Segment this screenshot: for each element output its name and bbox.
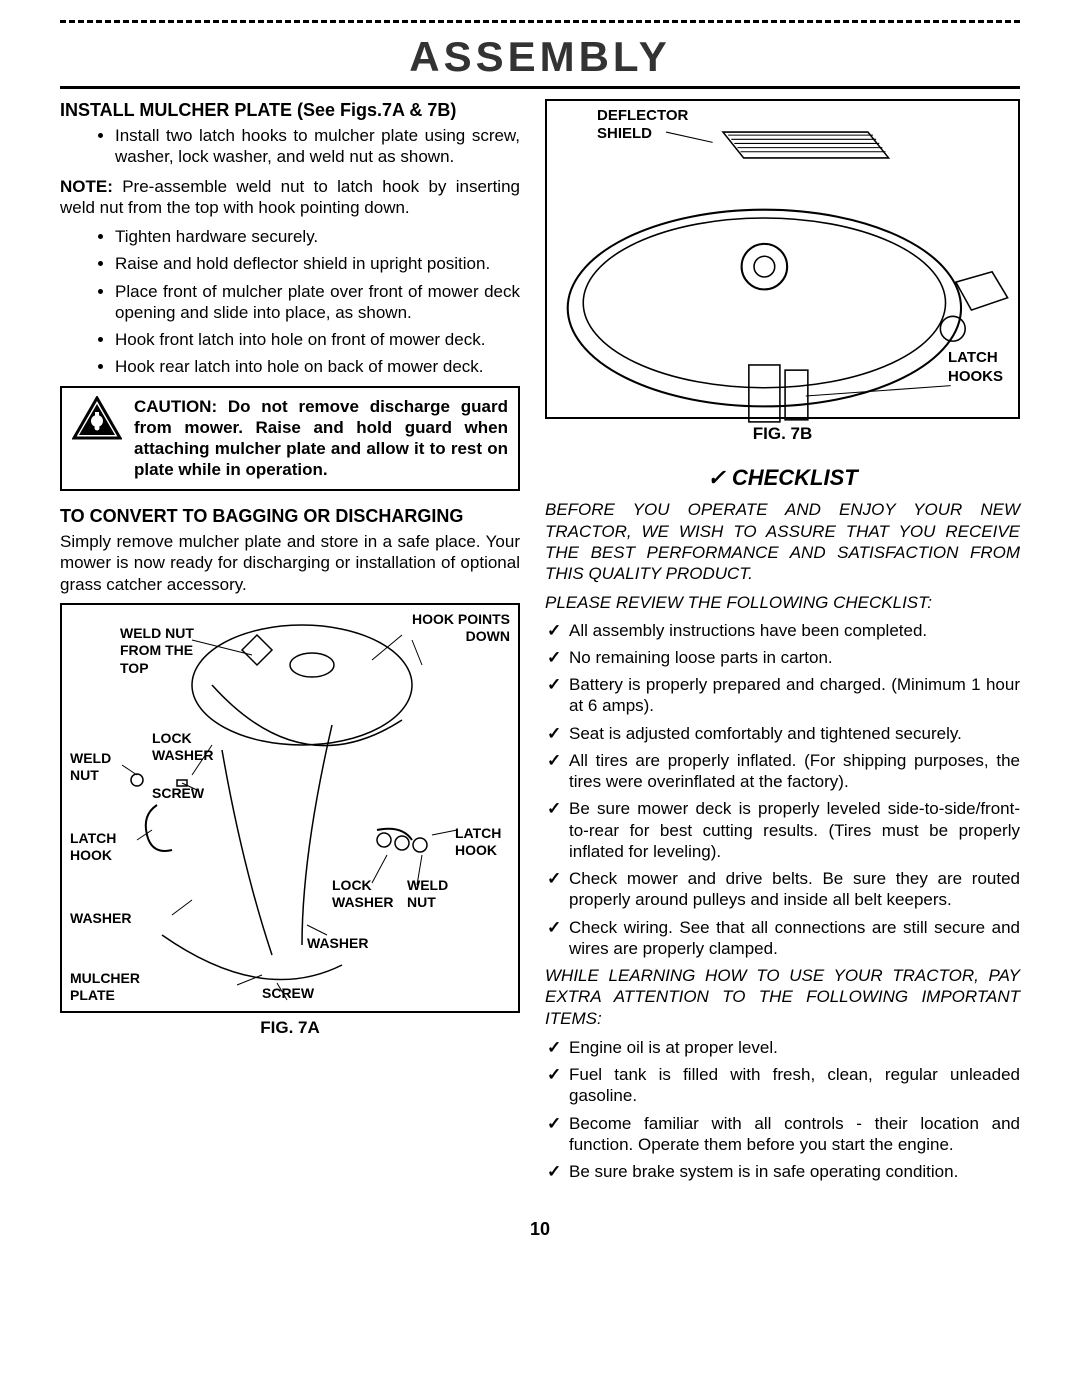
list-item: Seat is adjusted comfortably and tighten… [569,723,1020,744]
label-latchhook2: LATCH HOOK [455,825,510,860]
note-text: Pre-assemble weld nut to latch hook by i… [60,177,520,217]
label-weldnutfromtop: WELD NUT FROM THE TOP [120,625,225,678]
caution-text: CAUTION: Do not remove discharge guard f… [134,396,508,481]
note-paragraph: NOTE: Pre-assemble weld nut to latch hoo… [60,176,520,219]
convert-body: Simply remove mulcher plate and store in… [60,531,520,595]
install-bullets-2: Tighten hardware securely. Raise and hol… [60,226,520,378]
list-item: Hook front latch into hole on front of m… [115,329,520,350]
checklist-intro: BEFORE YOU OPERATE AND ENJOY YOUR NEW TR… [545,499,1020,584]
label-weldnut2: WELD NUT [407,877,457,912]
checklist-1: All assembly instructions have been comp… [545,620,1020,960]
caution-box: CAUTION: Do not remove discharge guard f… [60,386,520,491]
list-item: Become familiar with all controls - thei… [569,1113,1020,1156]
list-item: Engine oil is at proper level. [569,1037,1020,1058]
list-item: Install two latch hooks to mulcher plate… [115,125,520,168]
left-column: INSTALL MULCHER PLATE (See Figs.7A & 7B)… [60,99,520,1189]
label-latch-hooks: LATCH HOOKS [948,349,1008,387]
label-lockwasher2: LOCK WASHER [332,877,402,912]
checklist-review-line: PLEASE REVIEW THE FOLLOWING CHECKLIST: [545,592,1020,613]
label-weldnut: WELD NUT [70,750,120,785]
section-install-mulcher-title: INSTALL MULCHER PLATE (See Figs.7A & 7B) [60,99,520,122]
list-item: Check wiring. See that all connections a… [569,917,1020,960]
label-screw2: SCREW [262,985,314,1003]
label-washer: WASHER [70,910,131,928]
section-convert-title: TO CONVERT TO BAGGING OR DISCHARGING [60,505,520,528]
list-item: Be sure mower deck is properly leveled s… [569,798,1020,862]
label-lockwasher: LOCK WASHER [152,730,222,765]
page-number: 10 [60,1218,1020,1241]
list-item: Be sure brake system is in safe operatin… [569,1161,1020,1182]
label-latchhook: LATCH HOOK [70,830,125,865]
page-title: ASSEMBLY [60,20,1020,89]
checklist-title: ✓ CHECKLIST [545,464,1020,492]
figure-7a-caption: FIG. 7A [60,1017,520,1038]
checklist-2: Engine oil is at proper level. Fuel tank… [545,1037,1020,1183]
list-item: Raise and hold deflector shield in uprig… [115,253,520,274]
label-mulcherplate: MULCHER PLATE [70,970,150,1005]
label-washer2: WASHER [307,935,368,953]
right-column: DEFLECTOR SHIELD LATCH HOOKS FIG. 7B ✓ C… [545,99,1020,1189]
list-item: Hook rear latch into hole on back of mow… [115,356,520,377]
list-item: No remaining loose parts in carton. [569,647,1020,668]
list-item: Tighten hardware securely. [115,226,520,247]
list-item: All assembly instructions have been comp… [569,620,1020,641]
list-item: Place front of mulcher plate over front … [115,281,520,324]
list-item: Battery is properly prepared and charged… [569,674,1020,717]
label-hookpoints: HOOK POINTS DOWN [400,611,510,646]
note-label: NOTE: [60,177,113,196]
install-bullets-1: Install two latch hooks to mulcher plate… [60,125,520,168]
two-column-layout: INSTALL MULCHER PLATE (See Figs.7A & 7B)… [60,99,1020,1189]
list-item: All tires are properly inflated. (For sh… [569,750,1020,793]
list-item: Fuel tank is filled with fresh, clean, r… [569,1064,1020,1107]
label-deflector-shield: DEFLECTOR SHIELD [597,107,697,145]
label-screw: SCREW [152,785,204,803]
warning-triangle-icon [72,396,122,446]
checklist-while-line: WHILE LEARNING HOW TO USE YOUR TRACTOR, … [545,965,1020,1029]
list-item: Check mower and drive belts. Be sure the… [569,868,1020,911]
figure-7b-box: DEFLECTOR SHIELD LATCH HOOKS [545,99,1020,419]
figure-7a-box: HOOK POINTS DOWN WELD NUT FROM THE TOP W… [60,603,520,1013]
caution-label: CAUTION: [134,397,217,416]
